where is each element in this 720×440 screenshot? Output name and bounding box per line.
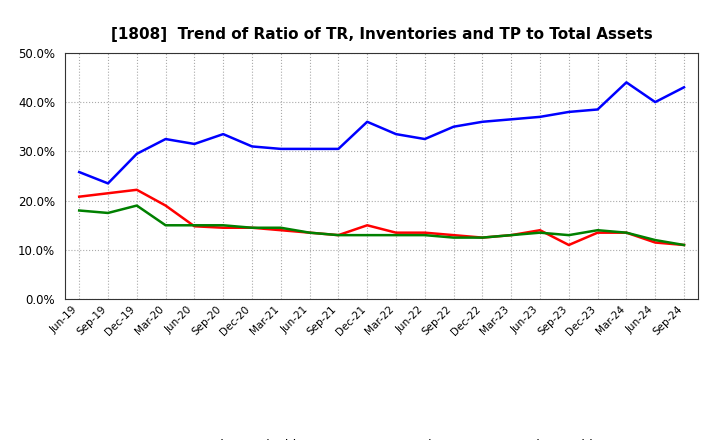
Inventories xyxy=(536,114,544,120)
Trade Payables xyxy=(536,230,544,235)
Trade Receivables xyxy=(564,242,573,248)
Line: Trade Payables: Trade Payables xyxy=(79,205,684,245)
Trade Receivables xyxy=(190,224,199,229)
Trade Receivables xyxy=(478,235,487,240)
Inventories xyxy=(305,146,314,151)
Trade Payables xyxy=(392,232,400,238)
Trade Receivables xyxy=(536,227,544,233)
Inventories xyxy=(651,99,660,105)
Inventories xyxy=(622,80,631,85)
Trade Payables xyxy=(104,210,112,216)
Trade Payables xyxy=(680,242,688,248)
Line: Inventories: Inventories xyxy=(79,82,684,183)
Inventories xyxy=(75,169,84,175)
Trade Payables xyxy=(449,235,458,240)
Trade Payables xyxy=(248,225,256,231)
Trade Payables xyxy=(190,223,199,228)
Trade Receivables xyxy=(392,230,400,235)
Inventories xyxy=(132,151,141,157)
Inventories xyxy=(478,119,487,125)
Inventories xyxy=(593,107,602,112)
Trade Payables xyxy=(420,232,429,238)
Line: Trade Receivables: Trade Receivables xyxy=(79,190,684,245)
Title: [1808]  Trend of Ratio of TR, Inventories and TP to Total Assets: [1808] Trend of Ratio of TR, Inventories… xyxy=(111,27,652,42)
Inventories xyxy=(248,144,256,149)
Inventories xyxy=(104,181,112,186)
Inventories xyxy=(276,146,285,151)
Inventories xyxy=(219,132,228,137)
Inventories xyxy=(161,136,170,142)
Trade Payables xyxy=(75,208,84,213)
Trade Payables xyxy=(334,232,343,238)
Trade Receivables xyxy=(75,194,84,199)
Trade Payables xyxy=(507,232,516,238)
Legend: Trade Receivables, Inventories, Trade Payables: Trade Receivables, Inventories, Trade Pa… xyxy=(151,433,612,440)
Inventories xyxy=(392,132,400,137)
Trade Payables xyxy=(651,238,660,243)
Trade Payables xyxy=(564,232,573,238)
Trade Payables xyxy=(363,232,372,238)
Trade Receivables xyxy=(248,225,256,231)
Trade Payables xyxy=(161,223,170,228)
Trade Receivables xyxy=(219,225,228,231)
Trade Receivables xyxy=(104,191,112,196)
Trade Payables xyxy=(478,235,487,240)
Inventories xyxy=(680,84,688,90)
Trade Receivables xyxy=(593,230,602,235)
Trade Payables xyxy=(622,230,631,235)
Inventories xyxy=(420,136,429,142)
Trade Payables xyxy=(219,223,228,228)
Trade Payables xyxy=(593,227,602,233)
Trade Receivables xyxy=(305,230,314,235)
Trade Receivables xyxy=(449,232,458,238)
Inventories xyxy=(363,119,372,125)
Inventories xyxy=(564,109,573,114)
Inventories xyxy=(190,141,199,147)
Trade Receivables xyxy=(420,230,429,235)
Trade Receivables xyxy=(132,187,141,192)
Trade Payables xyxy=(276,225,285,231)
Trade Receivables xyxy=(507,232,516,238)
Trade Receivables xyxy=(334,232,343,238)
Inventories xyxy=(449,124,458,129)
Trade Receivables xyxy=(161,203,170,208)
Inventories xyxy=(507,117,516,122)
Trade Receivables xyxy=(680,242,688,248)
Trade Payables xyxy=(305,230,314,235)
Trade Receivables xyxy=(651,240,660,245)
Trade Receivables xyxy=(622,230,631,235)
Trade Receivables xyxy=(363,223,372,228)
Inventories xyxy=(334,146,343,151)
Trade Payables xyxy=(132,203,141,208)
Trade Receivables xyxy=(276,227,285,233)
